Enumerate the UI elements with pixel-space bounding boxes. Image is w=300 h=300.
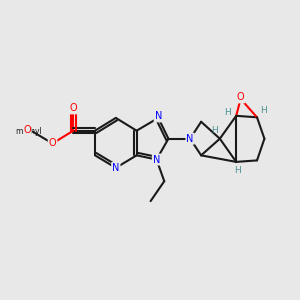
Text: H: H	[224, 108, 231, 117]
Text: O: O	[23, 125, 31, 135]
Text: O: O	[70, 103, 77, 113]
Text: O: O	[49, 139, 56, 148]
Text: methyl: methyl	[16, 127, 42, 136]
Text: O: O	[237, 92, 244, 102]
Text: N: N	[153, 154, 160, 164]
Text: N: N	[186, 134, 194, 144]
Text: N: N	[154, 111, 162, 122]
Text: H: H	[260, 106, 267, 115]
Text: H: H	[211, 126, 218, 135]
Text: H: H	[234, 166, 241, 175]
Text: N: N	[112, 163, 119, 173]
